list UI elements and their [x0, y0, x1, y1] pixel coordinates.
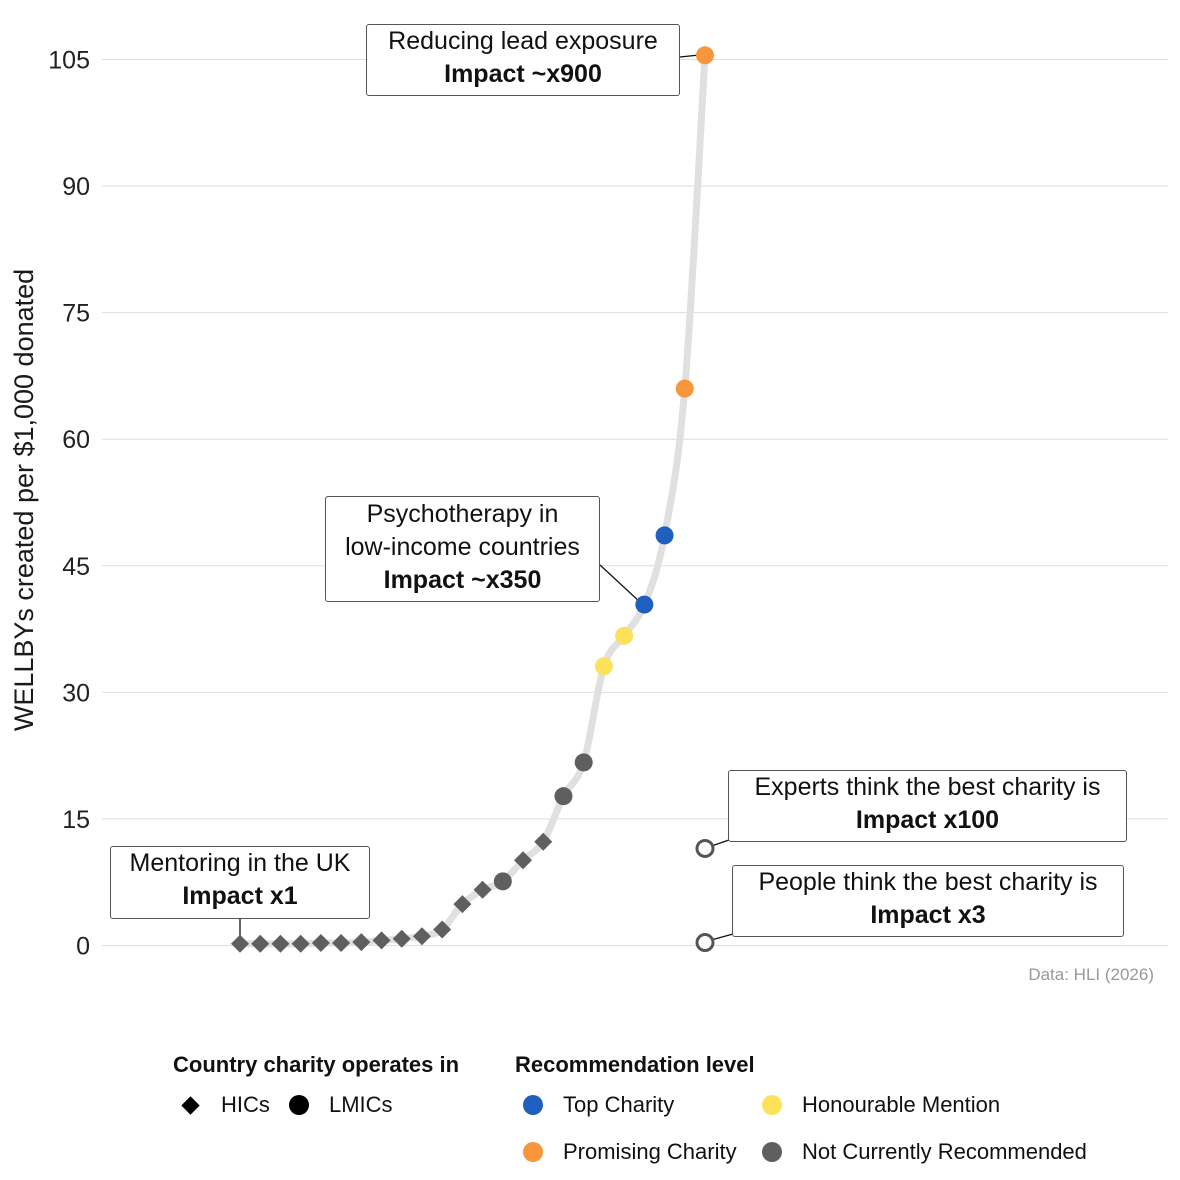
source-caption: Data: HLI (2026): [1028, 965, 1154, 984]
benchmark-point-1: [695, 838, 715, 858]
data-point-hic-15: [514, 851, 533, 870]
annotation-experts-impact: Impact x100: [855, 806, 1000, 834]
legend-item-hics: HICs: [181, 1092, 270, 1118]
annotation-people-benchmark: People think the best charity is Impact …: [732, 865, 1124, 937]
leader-experts: [712, 839, 730, 847]
annotation-experts-title: Experts think the best charity is: [754, 773, 1101, 801]
legend-item-promising-charity: Promising Charity: [523, 1139, 737, 1165]
annotation-psych-impact: Impact ~x350: [383, 566, 542, 594]
annotation-mentoring: Mentoring in the UK Impact x1: [110, 846, 370, 919]
legend-label-promising-charity: Promising Charity: [563, 1139, 737, 1164]
legend-item-not-recommended: Not Currently Recommended: [762, 1139, 1087, 1165]
annotation-psych-title-1: Psychotherapy in: [366, 500, 559, 528]
data-point-hic-5: [311, 933, 330, 952]
data-point-hic-4: [291, 934, 310, 953]
legend-label-hics: HICs: [221, 1092, 270, 1117]
diamond-icon: [181, 1095, 200, 1115]
y-tick-label-45: 45: [62, 553, 90, 581]
legend: Country charity operates in HICs LMICs R…: [0, 1048, 1180, 1178]
annotation-people-impact: Impact x3: [870, 901, 986, 929]
legend-item-lmics: LMICs: [289, 1092, 393, 1118]
data-point-lmic-22: [655, 526, 674, 545]
gridlines: [102, 59, 1168, 946]
annotation-psychotherapy: Psychotherapy in low-income countries Im…: [325, 496, 600, 602]
annotation-people-title: People think the best charity is: [758, 868, 1098, 896]
legend-level-title: Recommendation level: [515, 1052, 755, 1077]
y-tick-label-75: 75: [62, 300, 90, 328]
data-point-hic-16: [534, 832, 553, 851]
annotation-mentor-title: Mentoring in the UK: [129, 849, 351, 877]
legend-country-title: Country charity operates in: [173, 1052, 460, 1077]
data-point-lmic-21: [635, 595, 654, 614]
annotation-mentor-impact: Impact x1: [182, 882, 298, 910]
data-point-hic-3: [271, 934, 290, 953]
data-point-lmic-18: [574, 753, 593, 772]
annotation-lead-exposure: Reducing lead exposure Impact ~x900: [366, 24, 680, 96]
annotation-lead-title: Reducing lead exposure: [388, 27, 658, 55]
data-point-hic-13: [473, 880, 492, 899]
legend-label-not-recommended: Not Currently Recommended: [802, 1139, 1087, 1164]
legend-label-top-charity: Top Charity: [563, 1092, 675, 1117]
circle-icon: [289, 1095, 309, 1115]
benchmark-points: [695, 838, 715, 953]
honourable-mention-dot-icon: [762, 1095, 782, 1115]
data-points: [231, 46, 714, 953]
leader-psychotherapy: [599, 564, 639, 602]
leader-people: [712, 933, 734, 941]
data-point-hic-1: [231, 934, 249, 953]
data-point-hic-6: [332, 933, 351, 952]
annotation-experts-benchmark: Experts think the best charity is Impact…: [728, 770, 1127, 842]
y-tick-label-0: 0: [76, 933, 90, 961]
y-tick-label-15: 15: [62, 806, 90, 834]
data-point-lmic-19: [594, 657, 613, 676]
y-tick-label-30: 30: [62, 679, 90, 707]
benchmark-point-2: [695, 933, 715, 953]
annotation-leaders: [239, 54, 734, 941]
legend-item-honourable-mention: Honourable Mention: [762, 1092, 1000, 1118]
data-point-lmic-23: [675, 379, 694, 398]
y-tick-label-105: 105: [48, 47, 90, 75]
data-point-hic-2: [251, 934, 270, 953]
y-axis-label: WELLBYs created per $1,000 donated: [9, 269, 39, 731]
top-charity-dot-icon: [523, 1095, 543, 1115]
data-point-lmic-17: [554, 787, 573, 806]
data-point-hic-8: [372, 931, 391, 950]
legend-item-top-charity: Top Charity: [523, 1092, 674, 1118]
not-recommended-dot-icon: [762, 1142, 782, 1162]
y-tick-label-60: 60: [62, 426, 90, 454]
annotation-lead-impact: Impact ~x900: [444, 60, 602, 88]
promising-charity-dot-icon: [523, 1142, 543, 1162]
legend-label-honourable-mention: Honourable Mention: [802, 1092, 1001, 1117]
y-tick-label-90: 90: [62, 173, 90, 201]
y-tick-labels: 0 15 30 45 60 75 90 105: [48, 47, 90, 961]
data-point-hic-11: [433, 920, 452, 939]
data-point-lmic-14: [493, 872, 512, 891]
legend-label-lmics: LMICs: [329, 1092, 393, 1117]
data-point-hic-12: [453, 895, 472, 914]
leader-lead-exposure: [679, 54, 698, 58]
data-point-hic-7: [352, 933, 371, 952]
data-point-hic-9: [392, 929, 411, 948]
data-point-lmic-24: [696, 46, 714, 65]
annotation-psych-title-2: low-income countries: [345, 533, 580, 561]
data-point-lmic-20: [615, 626, 634, 645]
data-point-hic-10: [412, 927, 431, 946]
